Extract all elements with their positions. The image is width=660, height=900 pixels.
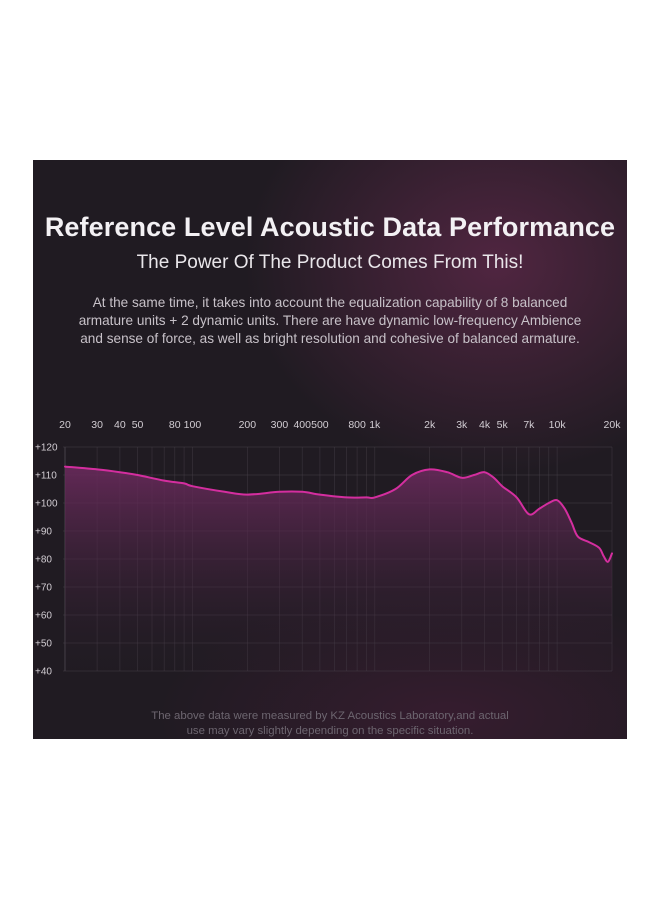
y-tick-label: +50: [35, 639, 52, 650]
y-tick-label: +120: [35, 443, 58, 454]
x-tick-label: 50: [132, 419, 144, 431]
x-tick-label: 1k: [369, 419, 381, 431]
y-tick-label: +90: [35, 527, 52, 538]
description-line: At the same time, it takes into account …: [92, 295, 568, 310]
x-tick-label: 80: [169, 419, 181, 431]
y-tick-label: +70: [35, 583, 52, 594]
frequency-response-chart: 20 30 40 50 80 100 200 300 400 500 800 1k 2k 3k 4k 5k 7k…: [35, 419, 621, 678]
x-tick-label: 400: [293, 419, 311, 431]
x-tick-label: 500: [311, 419, 329, 431]
x-tick-label: 3k: [456, 419, 468, 431]
x-tick-label: 800: [348, 419, 366, 431]
page-title: Reference Level Acoustic Data Performanc…: [44, 212, 616, 242]
y-axis-ticks: +120 +110 +100 +90 +80 +70 +60 +50 +40: [35, 443, 58, 678]
x-tick-label: 2k: [424, 419, 436, 431]
x-tick-label: 100: [184, 419, 202, 431]
x-tick-label: 4k: [479, 419, 491, 431]
response-area-fill: [65, 466, 612, 671]
y-tick-label: +110: [35, 471, 57, 482]
description-text: At the same time, it takes into account …: [53, 294, 607, 348]
description-line: armature units + 2 dynamic units. There …: [78, 313, 582, 328]
x-tick-label: 20k: [604, 419, 622, 431]
x-tick-label: 20: [59, 419, 71, 431]
x-tick-label: 30: [91, 419, 103, 431]
x-tick-label: 200: [239, 419, 257, 431]
x-tick-label: 7k: [523, 419, 535, 431]
page-subtitle: The Power Of The Product Comes From This…: [136, 252, 524, 273]
x-tick-label: 300: [271, 419, 289, 431]
y-tick-label: +100: [35, 499, 58, 510]
x-axis-ticks: 20 30 40 50 80 100 200 300 400 500 800 1k 2k 3k 4k 5k 7k…: [59, 419, 621, 431]
description-line: and sense of force, as well as bright re…: [80, 331, 580, 346]
measurement-footnote: The above data were measured by KZ Acous…: [93, 709, 567, 739]
y-tick-label: +40: [35, 667, 52, 678]
frequency-response-line: [64, 465, 613, 563]
x-tick-label: 5k: [497, 419, 509, 431]
product-infographic-panel: Reference Level Acoustic Data Performanc…: [33, 160, 627, 739]
y-tick-label: +60: [35, 611, 52, 622]
footnote-line: use may vary slightly depending on the s…: [186, 725, 474, 737]
x-tick-label: 10k: [549, 419, 567, 431]
y-tick-label: +80: [35, 555, 52, 566]
x-tick-label: 40: [114, 419, 126, 431]
footnote-line: The above data were measured by KZ Acous…: [151, 710, 509, 722]
